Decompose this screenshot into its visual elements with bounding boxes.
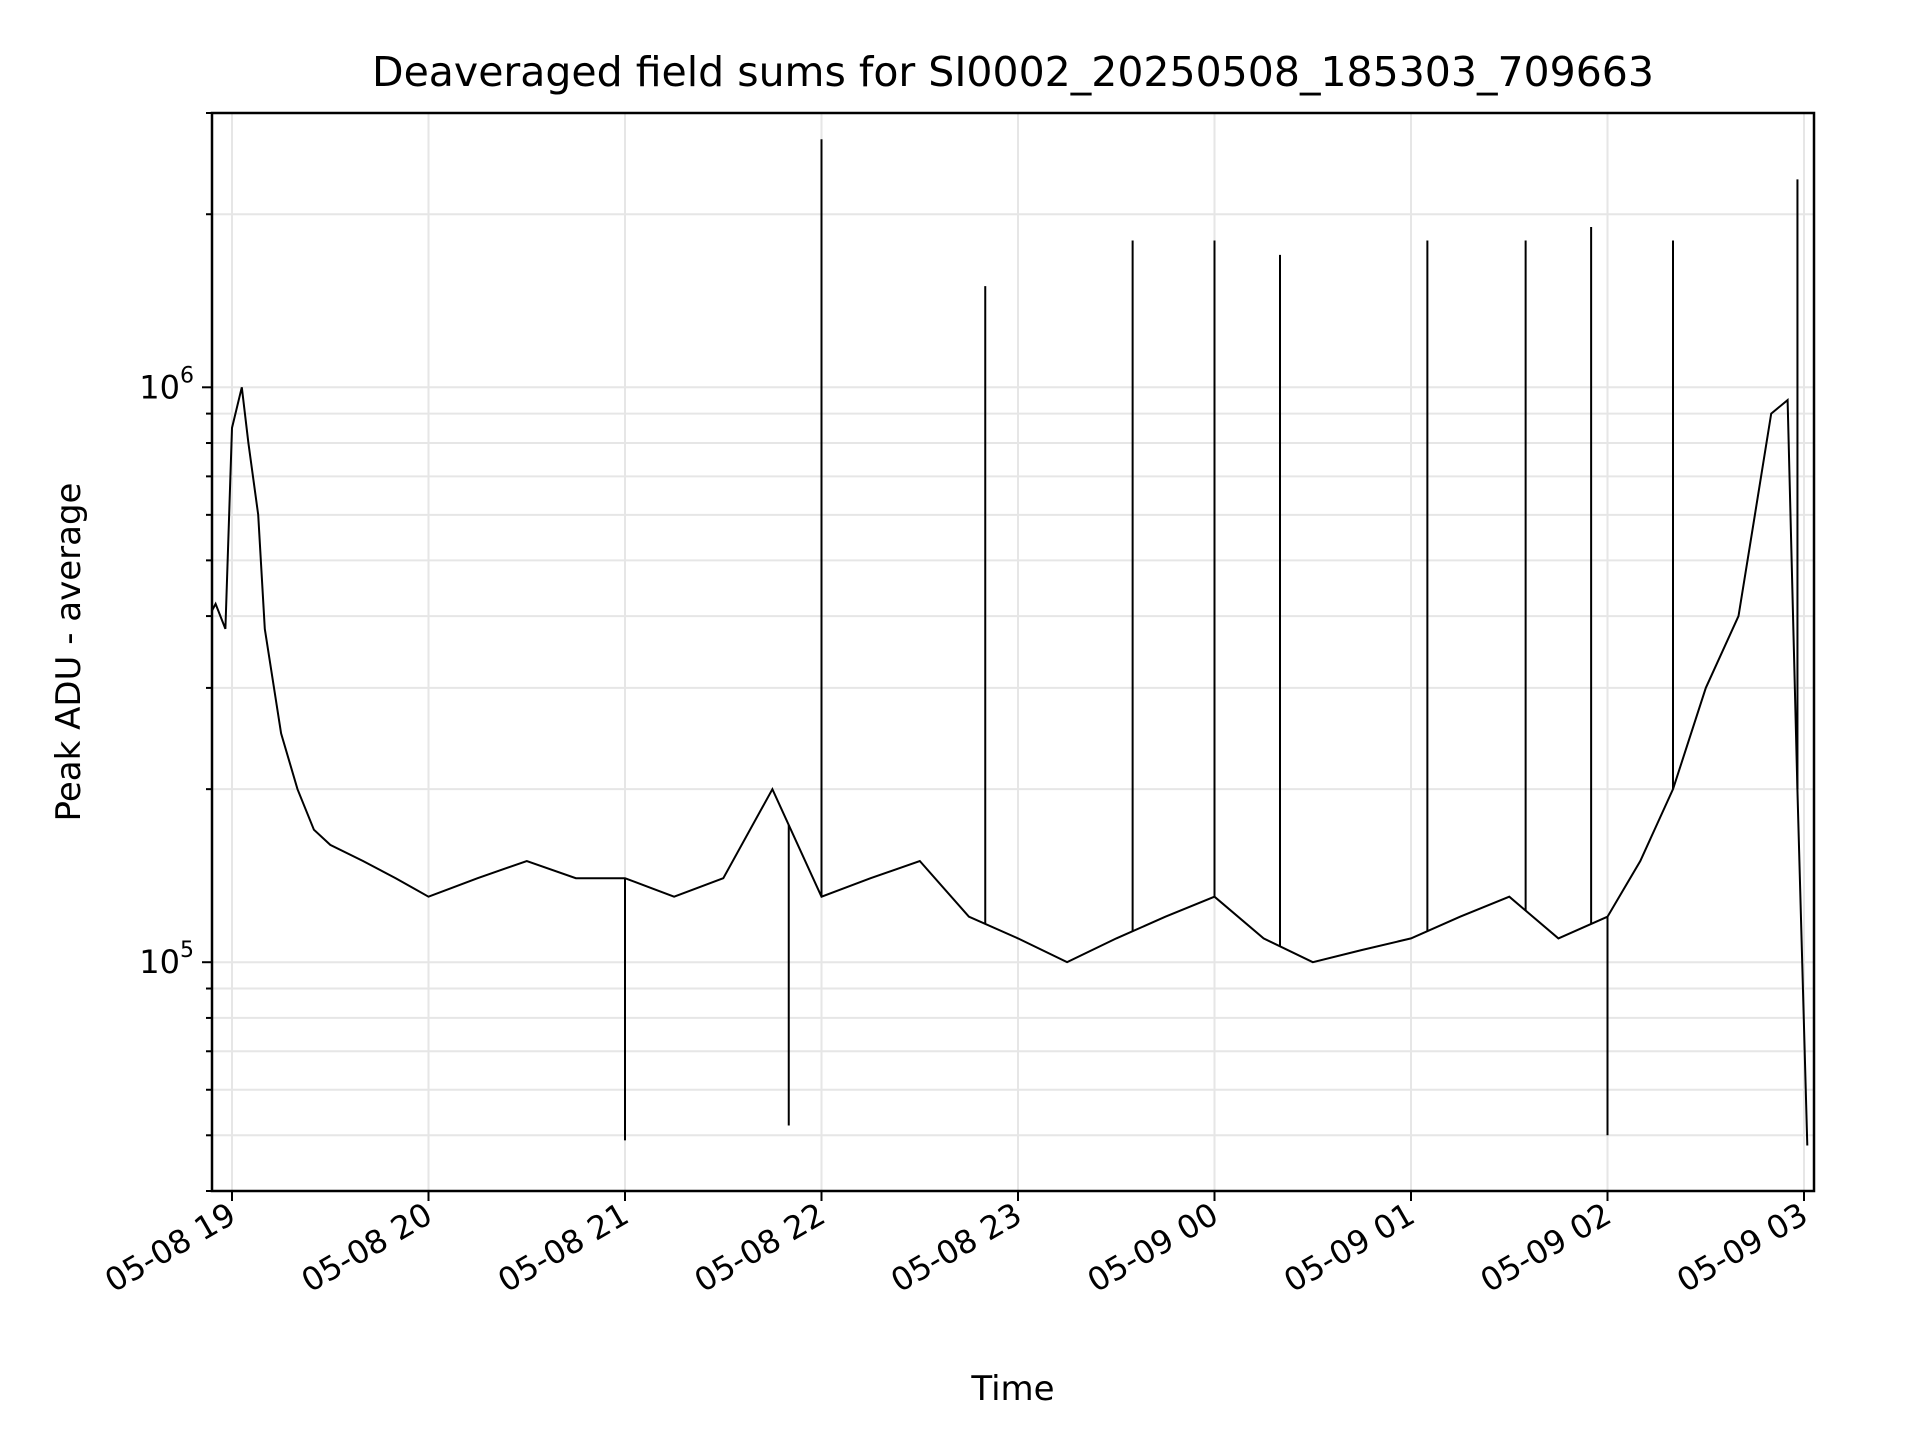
x-tick-label: 05-09 03 (1670, 1195, 1814, 1300)
x-tick-label: 05-08 23 (884, 1195, 1028, 1300)
grid (212, 112, 1814, 1192)
y-tick-base: 10 (139, 368, 180, 406)
series-layer (212, 139, 1809, 1146)
plot-frame (210, 111, 1816, 1193)
x-tick-label: 05-09 00 (1081, 1195, 1225, 1300)
x-tick-label: 05-09 01 (1277, 1195, 1421, 1300)
x-tick-label: 05-08 21 (491, 1195, 635, 1300)
chart-title: Deaveraged field sums for SI0002_2025050… (372, 48, 1654, 96)
x-tick-label: 05-09 02 (1474, 1195, 1618, 1300)
axis-ticks: 05-08 19 05-08 20 05-08 21 05-08 22 05-08 23… (98, 112, 1814, 1300)
y-tick-label: 105 (139, 938, 194, 981)
y-tick-label: 106 (139, 363, 194, 406)
x-axis-label: Time (970, 1369, 1054, 1409)
x-tick-label: 05-08 19 (98, 1195, 242, 1300)
x-tick-label: 05-08 22 (688, 1195, 832, 1300)
y-axis-label: Peak ADU - average (49, 483, 89, 822)
y-tick-exponent: 5 (180, 938, 194, 963)
y-tick-base: 10 (139, 943, 180, 981)
x-tick-label: 05-08 20 (295, 1195, 439, 1300)
y-tick-exponent: 6 (180, 363, 194, 388)
series-line (212, 387, 1809, 1146)
